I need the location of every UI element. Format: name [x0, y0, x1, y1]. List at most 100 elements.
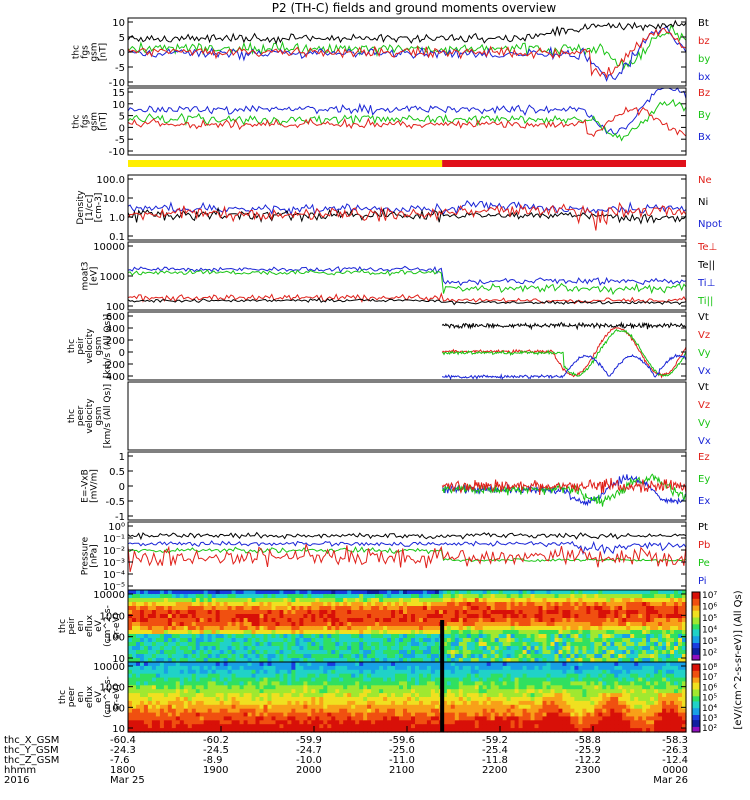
heat-cell	[383, 665, 388, 671]
heat-cell	[518, 685, 524, 690]
heat-cell	[343, 724, 348, 729]
heat-cell	[442, 685, 448, 690]
heat-cell	[598, 728, 603, 733]
heat-cell	[155, 669, 161, 675]
heat-cell	[490, 685, 496, 690]
heat-cell	[395, 630, 400, 635]
heat-cell	[550, 618, 556, 623]
heat-cell	[375, 716, 380, 721]
heat-cell	[590, 638, 595, 643]
heat-cell	[155, 662, 161, 667]
heat-cell	[534, 673, 540, 679]
heat-cell	[514, 704, 520, 710]
heat-cell	[159, 614, 165, 619]
heat-cell	[231, 610, 237, 615]
heat-cell	[187, 626, 193, 631]
heat-cell	[550, 610, 556, 615]
heat-cell	[247, 626, 253, 631]
heat-cell	[239, 642, 245, 647]
heat-cell	[614, 642, 619, 647]
heat-cell	[442, 665, 448, 671]
heat-cell	[287, 720, 292, 725]
heat-cell	[155, 622, 161, 627]
heat-cell	[422, 673, 428, 679]
heat-cell	[387, 669, 392, 675]
heat-cell	[191, 650, 197, 655]
heat-cell	[538, 712, 544, 718]
heat-cell	[287, 712, 292, 718]
heat-cell	[622, 685, 627, 690]
heat-cell	[630, 590, 635, 595]
heat-cell	[219, 665, 225, 671]
heat-cell	[542, 712, 548, 718]
heat-cell	[375, 697, 380, 702]
heat-cell	[403, 646, 408, 651]
heat-cell	[207, 673, 213, 679]
heat-cell	[143, 638, 149, 643]
heat-cell	[430, 646, 436, 651]
heat-cell	[163, 630, 169, 635]
heat-cell	[498, 646, 504, 651]
heat-cell	[554, 720, 560, 725]
heat-cell	[159, 669, 165, 675]
heat-cell	[191, 606, 197, 611]
heat-cell	[303, 716, 308, 721]
heat-cell	[558, 622, 564, 627]
heat-cell	[279, 618, 285, 623]
heat-cell	[462, 697, 468, 702]
heat-cell	[339, 634, 344, 639]
heat-cell	[259, 618, 265, 623]
heat-cell	[618, 681, 623, 686]
heat-cell	[136, 658, 141, 663]
ylabel-line: thc	[72, 45, 82, 59]
heat-cell	[622, 669, 627, 675]
heat-cell	[295, 669, 300, 675]
ylabel-line: gsm	[90, 42, 100, 61]
heat-cell	[287, 606, 292, 611]
heat-cell	[506, 669, 512, 675]
heat-cell	[586, 728, 591, 733]
heat-cell	[514, 669, 520, 675]
heat-cell	[175, 602, 181, 607]
heat-cell	[287, 650, 292, 655]
heat-cell	[646, 622, 651, 627]
heat-cell	[331, 598, 336, 603]
heat-cell	[490, 614, 496, 619]
heat-cell	[147, 642, 153, 647]
heat-cell	[271, 681, 277, 686]
heat-cell	[140, 728, 145, 733]
heat-cell	[343, 716, 348, 721]
heat-cell	[163, 634, 169, 639]
heat-cell	[315, 658, 320, 663]
heat-cell	[339, 622, 344, 627]
heat-cell	[606, 626, 611, 631]
heat-cell	[259, 716, 265, 721]
heat-cell	[598, 614, 603, 619]
heat-cell	[155, 658, 161, 663]
heat-cell	[462, 602, 468, 607]
heat-cell	[474, 614, 480, 619]
heat-cell	[454, 594, 460, 599]
heat-cell	[335, 693, 340, 698]
legend-Te⊥: Te⊥	[697, 242, 717, 253]
heat-cell	[128, 724, 133, 729]
heat-cell	[407, 720, 412, 725]
heat-cell	[263, 720, 269, 725]
heat-cell	[614, 708, 619, 714]
heat-cell	[606, 658, 611, 663]
heat-cell	[494, 614, 500, 619]
heat-cell	[466, 638, 472, 643]
heat-cell	[255, 654, 261, 659]
heat-cell	[235, 704, 241, 710]
heat-cell	[331, 602, 336, 607]
heat-cell	[255, 598, 261, 603]
heat-cell	[339, 677, 344, 683]
heat-cell	[159, 693, 165, 698]
heat-cell	[654, 594, 659, 599]
heat-cell	[494, 650, 500, 655]
heat-cell	[422, 610, 428, 615]
heat-cell	[343, 626, 348, 631]
heat-cell	[303, 654, 308, 659]
heat-cell	[299, 697, 304, 702]
heat-cell	[610, 700, 615, 706]
